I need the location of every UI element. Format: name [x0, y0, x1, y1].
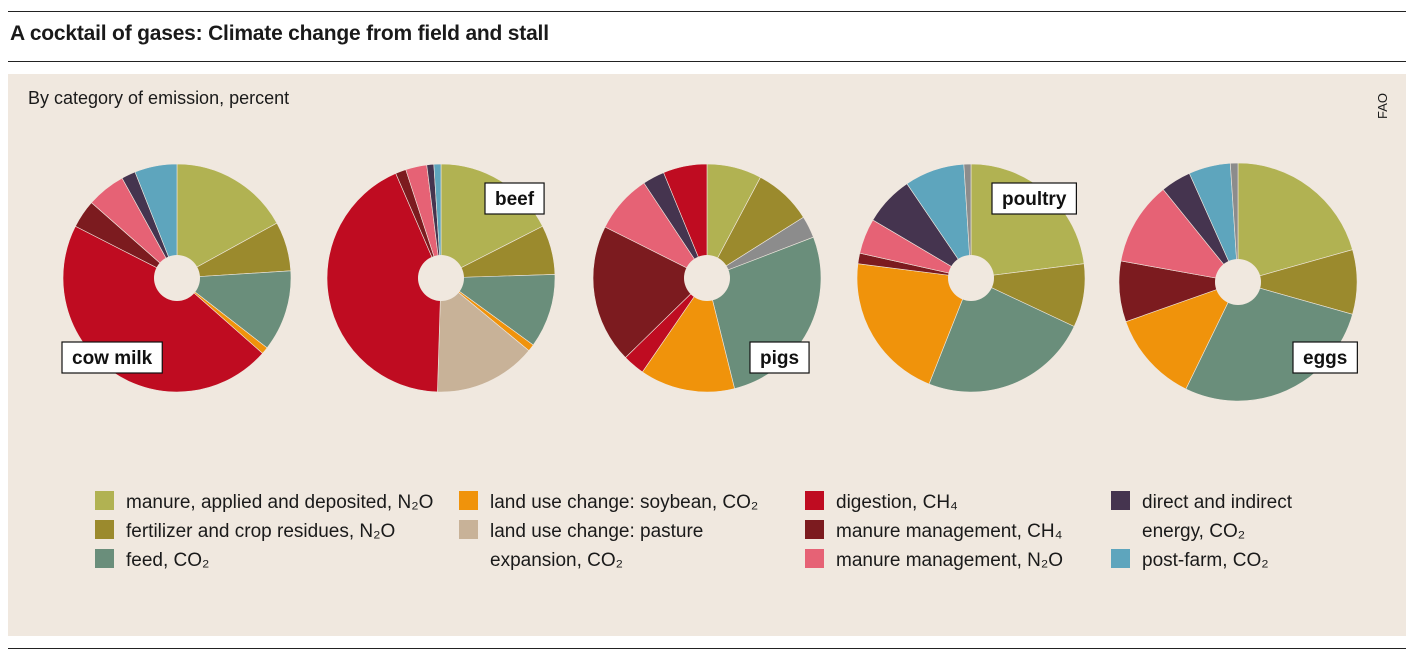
pie-slice-soybean_co2 — [641, 277, 735, 393]
legend-label: digestion, CH₄ — [836, 492, 958, 513]
legend-item-soybean_co2: land use change: soybean, CO₂ — [459, 488, 758, 517]
legend-label: feed, CO₂ — [126, 550, 210, 571]
pie-slice-feed_co2 — [928, 277, 1075, 393]
pie-slice-manure_n2o — [176, 163, 278, 279]
legend-label: manure management, CH₄ — [836, 521, 1063, 542]
pie-pigs: pigs — [592, 163, 822, 393]
chart-subtitle: By category of emission, percent — [28, 88, 290, 108]
pie-label-box — [1292, 341, 1358, 374]
pie-poultry: poultry — [856, 163, 1086, 393]
pie-label-box — [484, 182, 545, 215]
top-rule — [8, 11, 1406, 12]
legend-item-postfarm_co2: post-farm, CO₂ — [1111, 546, 1292, 575]
legend-swatch — [459, 491, 478, 510]
legend-column-4: direct and indirect energy, CO₂ post-farm… — [1111, 488, 1292, 575]
pie-label-beef: beef — [484, 182, 545, 215]
legend-column-1: manure, applied and deposited, N₂O fertil… — [95, 488, 433, 575]
pie-label-box — [749, 341, 810, 374]
legend-swatch — [805, 520, 824, 539]
pie-slice-other — [1229, 162, 1239, 283]
pie-slice-digestion_ch4 — [663, 163, 708, 279]
legend-label: direct and indirect energy, CO₂ — [1142, 492, 1292, 542]
legend-item-manure_mgmt_n2o: manure management, N₂O — [805, 546, 1063, 575]
pie-cow-milk: cow milk — [61, 163, 292, 393]
legend-label: land use change: soybean, CO₂ — [490, 492, 759, 513]
legend-item-manure_mgmt_ch4: manure management, CH₄ — [805, 517, 1063, 546]
legend-item-digestion_ch4: digestion, CH₄ — [805, 488, 1063, 517]
legend-label: land use change: pasture expansion, CO₂ — [490, 521, 704, 571]
legend-swatch — [805, 549, 824, 568]
pie-slice-manure_n2o — [970, 163, 1085, 279]
legend-item-feed_co2: feed, CO₂ — [95, 546, 433, 575]
pie-slice-soybean_co2 — [856, 263, 972, 385]
pie-slice-manure_mgmt_n2o — [1120, 189, 1239, 283]
legend-item-pasture_co2: land use change: pasture expansion, CO₂ — [459, 517, 758, 575]
pie-slice-pasture_co2 — [437, 277, 530, 393]
legend-swatch — [95, 491, 114, 510]
pie-center-hole — [154, 255, 200, 301]
pie-slice-manure_n2o — [440, 163, 543, 279]
pie-label-text: eggs — [1303, 348, 1347, 369]
legend-column-3: digestion, CH₄ manure management, CH₄ manu… — [805, 488, 1063, 575]
pie-slice-manure_mgmt_ch4 — [592, 226, 708, 359]
pie-eggs: eggs — [1118, 162, 1358, 402]
pie-slice-other — [963, 163, 972, 279]
pie-label-box — [61, 341, 163, 374]
chart-title: A cocktail of gases: Climate change from… — [10, 22, 549, 45]
legend-label: post-farm, CO₂ — [1142, 550, 1269, 571]
legend-swatch — [805, 491, 824, 510]
legend-item-energy_co2: direct and indirect energy, CO₂ — [1111, 488, 1292, 546]
pie-label-text: poultry — [1002, 189, 1067, 210]
pie-slice-postfarm_co2 — [433, 163, 442, 279]
legend-label: fertilizer and crop residues, N₂O — [126, 521, 396, 542]
pie-center-hole — [948, 255, 994, 301]
pie-label-pigs: pigs — [749, 341, 810, 374]
legend-label: manure, applied and deposited, N₂O — [126, 492, 434, 513]
pie-label-eggs: eggs — [1292, 341, 1358, 374]
pie-label-text: beef — [495, 189, 535, 210]
pie-slice-postfarm_co2 — [134, 163, 178, 279]
pie-slice-soybean_co2 — [1125, 281, 1239, 390]
legend-swatch — [95, 549, 114, 568]
pie-label-text: pigs — [760, 348, 799, 369]
legend-swatch — [459, 520, 478, 539]
pie-center-hole — [684, 255, 730, 301]
pie-slice-feed_co2 — [440, 274, 556, 346]
pie-label-cow-milk: cow milk — [61, 341, 163, 374]
legend-item-manure_n2o: manure, applied and deposited, N₂O — [95, 488, 433, 517]
pie-center-hole — [1215, 259, 1261, 305]
legend-swatch — [95, 520, 114, 539]
legend-column-2: land use change: soybean, CO₂ land use ch… — [459, 488, 758, 575]
legend-swatch — [1111, 491, 1130, 510]
pie-label-text: cow milk — [72, 348, 153, 369]
title-rule — [8, 61, 1406, 62]
pie-slice-digestion_ch4 — [326, 172, 442, 393]
pie-label-box — [991, 182, 1077, 215]
pie-label-poultry: poultry — [991, 182, 1077, 215]
bottom-rule — [8, 648, 1406, 649]
pie-center-hole — [418, 255, 464, 301]
pie-slice-manure_n2o — [1237, 162, 1353, 283]
legend-label: manure management, N₂O — [836, 550, 1064, 571]
pie-slice-feed_co2 — [176, 270, 292, 349]
legend-item-fertilizer_n2o: fertilizer and crop residues, N₂O — [95, 517, 433, 546]
pie-beef: beef — [326, 163, 556, 393]
legend-swatch — [1111, 549, 1130, 568]
